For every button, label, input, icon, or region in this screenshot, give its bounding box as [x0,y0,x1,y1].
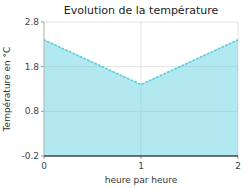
title: Evolution de la température [64,4,219,17]
y-tick-label: -0.2 [21,151,39,161]
y-axis-line [44,22,45,156]
x-tick-label: 0 [41,161,47,171]
x-axis-label: heure par heure [105,175,178,185]
x-tick-label: 2 [235,161,241,171]
y-tick-label: 0.8 [25,106,40,116]
y-tick-label: 2.8 [25,17,40,27]
line [44,40,238,85]
x-axis-line [44,155,238,156]
x-tick-label: 1 [138,161,144,171]
x-grid-line [44,22,45,156]
grid [44,22,238,156]
y-axis-label: Température en °C [2,47,12,133]
chart: -0.2 0.8 1.8 2.8 0 1 2 Evolution de la températ… [0,0,250,188]
area [44,40,238,156]
plot-area [44,40,238,156]
y-tick-label: 1.8 [25,62,40,72]
y-grid-line [44,156,238,157]
